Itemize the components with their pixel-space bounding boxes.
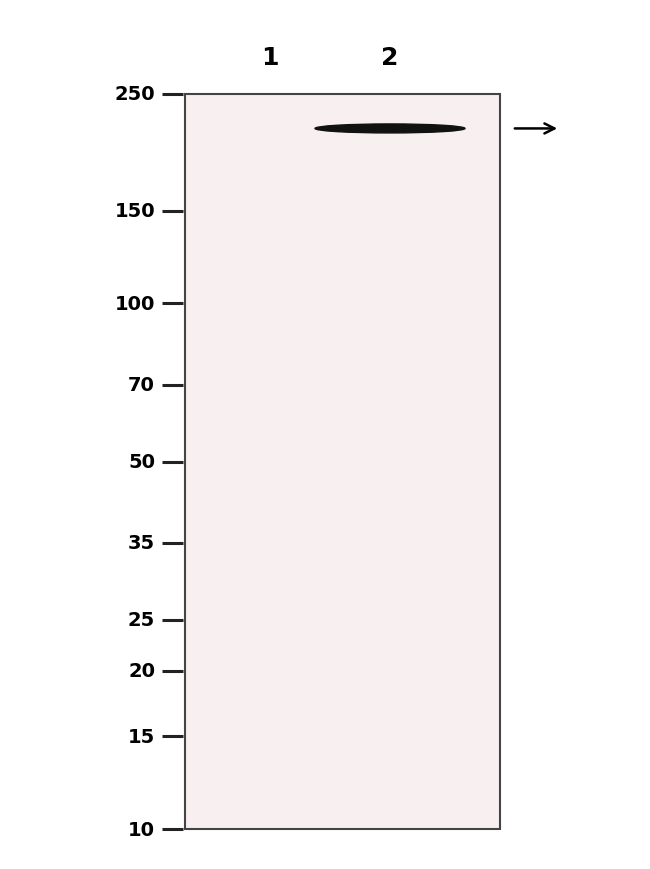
Ellipse shape xyxy=(315,125,465,134)
Text: 35: 35 xyxy=(128,534,155,553)
Text: 150: 150 xyxy=(114,202,155,221)
Text: 70: 70 xyxy=(128,375,155,395)
Text: 100: 100 xyxy=(114,295,155,314)
Text: 250: 250 xyxy=(114,85,155,104)
Text: 20: 20 xyxy=(128,661,155,680)
Text: 1: 1 xyxy=(261,46,279,70)
Text: 15: 15 xyxy=(128,727,155,746)
Text: 10: 10 xyxy=(128,819,155,839)
Bar xyxy=(185,95,500,829)
Text: 50: 50 xyxy=(128,453,155,472)
Text: 2: 2 xyxy=(382,46,398,70)
Text: 25: 25 xyxy=(128,611,155,629)
